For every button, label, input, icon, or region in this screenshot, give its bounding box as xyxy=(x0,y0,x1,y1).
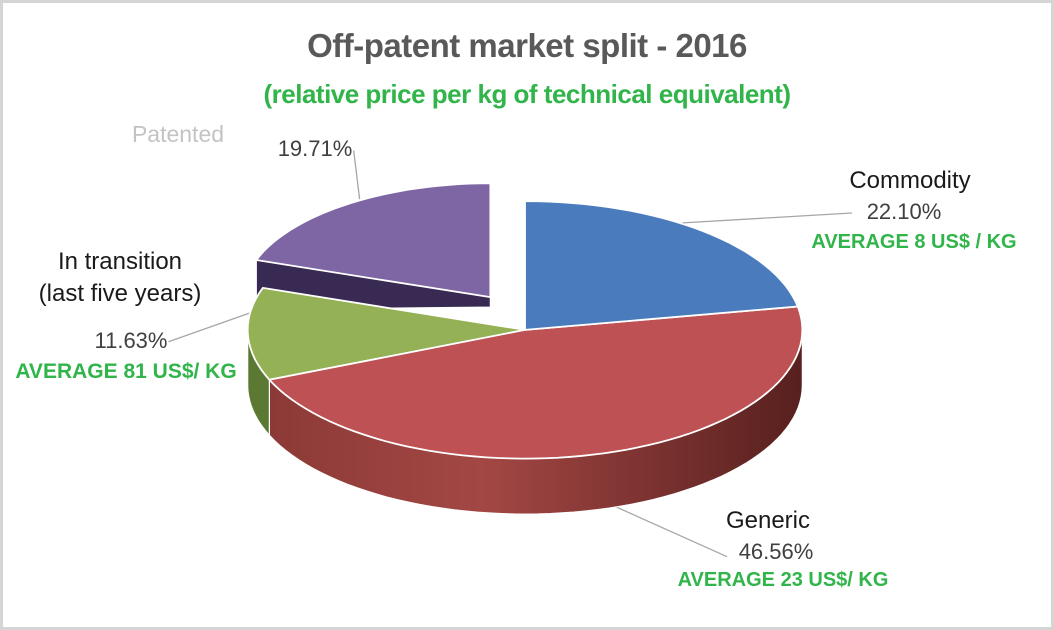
slice-in-transition-last-five-years xyxy=(246,286,526,381)
value-patented-pct: 19.71% xyxy=(277,136,353,161)
slice-generic xyxy=(268,305,804,460)
note-generic-average: AVERAGE 23 US$/ KG xyxy=(677,569,889,591)
pie-chart-3d xyxy=(168,150,852,558)
chart-subtitle: (relative price per kg of technical equi… xyxy=(263,79,791,109)
label-patented: Patented xyxy=(131,121,225,147)
leader-line-2 xyxy=(168,311,253,343)
note-in-transition-average: AVERAGE 81 US$/ KG xyxy=(15,360,237,383)
slice-commodity xyxy=(524,200,799,331)
label-in-transition-line2: (last five years) xyxy=(38,280,202,307)
note-commodity-average: AVERAGE 8 US$ / KG xyxy=(811,231,1017,253)
label-commodity: Commodity xyxy=(849,167,971,194)
value-generic-pct: 46.56% xyxy=(738,539,814,564)
value-in-transition-pct: 11.63% xyxy=(94,328,168,353)
leader-line-3 xyxy=(611,504,728,558)
value-commodity-pct: 22.10% xyxy=(866,199,942,224)
slice-patented xyxy=(255,182,492,299)
chart-title: Off-patent market split - 2016 xyxy=(307,27,747,64)
label-generic: Generic xyxy=(725,507,811,534)
label-in-transition: In transition (last five years) xyxy=(20,246,220,310)
leader-line-1 xyxy=(682,212,852,224)
label-in-transition-line1: In transition xyxy=(57,248,183,275)
leader-line-0 xyxy=(353,150,361,200)
